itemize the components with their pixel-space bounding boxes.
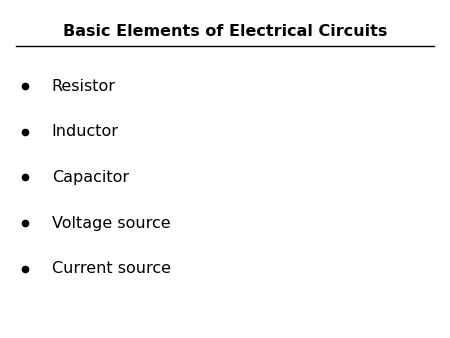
Text: Basic Elements of Electrical Circuits: Basic Elements of Electrical Circuits bbox=[63, 24, 387, 39]
Text: Current source: Current source bbox=[52, 261, 171, 276]
Text: Capacitor: Capacitor bbox=[52, 170, 129, 185]
Text: Resistor: Resistor bbox=[52, 79, 116, 94]
Text: Voltage source: Voltage source bbox=[52, 216, 171, 231]
Text: Inductor: Inductor bbox=[52, 124, 119, 139]
